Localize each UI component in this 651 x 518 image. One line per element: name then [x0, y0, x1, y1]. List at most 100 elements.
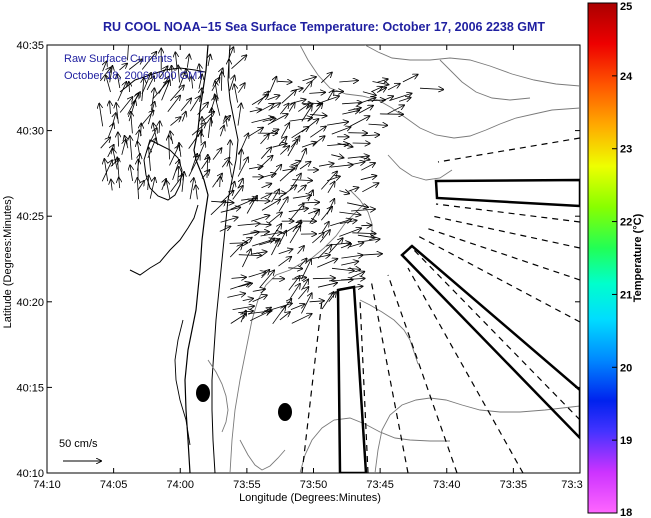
current-vector [280, 146, 289, 155]
current-vector [319, 230, 330, 243]
current-vector [297, 246, 305, 254]
current-vector [260, 194, 271, 199]
current-vector [258, 104, 274, 113]
current-vector [279, 104, 288, 115]
current-vector [321, 292, 334, 310]
y-tick-label: 40:35 [16, 40, 44, 52]
current-vector [242, 232, 259, 235]
current-vector [347, 162, 365, 166]
current-vector [301, 142, 316, 148]
current-vector [278, 197, 288, 212]
current-vector [357, 235, 375, 238]
x-tick-label: 74:00 [166, 479, 194, 491]
colorbar-tick-label: 19 [620, 435, 632, 447]
current-vector [321, 73, 332, 84]
current-vector [107, 124, 113, 138]
current-vector [272, 144, 287, 148]
current-vector [419, 88, 443, 89]
current-vector [182, 112, 185, 122]
y-tick-label: 40:20 [16, 297, 44, 309]
current-vector [299, 162, 311, 170]
current-vector [287, 136, 300, 157]
current-vector [178, 66, 179, 83]
current-vector [291, 314, 312, 324]
current-vector [117, 82, 127, 102]
current-vector [249, 109, 261, 112]
current-vector [208, 118, 210, 138]
y-tick-label: 40:10 [16, 468, 44, 480]
current-vector [158, 66, 167, 79]
current-vector [259, 224, 271, 225]
current-vector [348, 108, 361, 111]
current-vector [141, 52, 156, 70]
current-vector [210, 201, 226, 216]
current-vector [221, 72, 222, 91]
current-vector [215, 95, 221, 116]
current-vector [197, 103, 208, 115]
current-vector [242, 238, 251, 245]
current-vector [104, 159, 107, 182]
current-vector [161, 81, 170, 101]
current-vector [220, 177, 221, 188]
current-vector [327, 90, 334, 101]
current-vector [237, 83, 245, 93]
current-vector [302, 82, 312, 94]
current-vector [207, 155, 208, 178]
current-vector [119, 97, 132, 113]
current-vector [360, 254, 381, 255]
x-tick-label: 73:55 [233, 479, 261, 491]
current-vector [361, 135, 380, 136]
current-vector [118, 133, 119, 147]
current-vector [232, 186, 243, 200]
current-vector [247, 128, 263, 137]
current-vector [201, 170, 209, 179]
current-vector [242, 249, 251, 268]
current-vector [320, 207, 332, 221]
current-vector [240, 311, 246, 323]
current-vector [321, 172, 337, 190]
current-vector [117, 74, 120, 89]
current-vector [277, 81, 292, 82]
current-vector [232, 306, 254, 310]
station-marker-2 [278, 403, 292, 421]
current-vector [220, 217, 238, 223]
current-vector [309, 210, 319, 224]
current-vector [121, 140, 126, 155]
current-vector [272, 306, 286, 325]
current-vector [289, 284, 300, 300]
colorbar-tick-label: 23 [620, 144, 632, 156]
current-vector [110, 101, 111, 114]
current-vector [268, 212, 282, 224]
current-vector [137, 181, 144, 191]
current-vector [137, 178, 138, 200]
current-vector [269, 77, 277, 93]
colorbar-tick-label: 20 [620, 362, 632, 374]
current-vector [376, 88, 386, 93]
current-vector [278, 185, 296, 199]
current-vector [359, 157, 370, 160]
current-vector [328, 238, 343, 254]
colorbar-tick-label: 24 [620, 71, 633, 83]
current-vector [271, 190, 280, 203]
current-vector [170, 175, 184, 193]
current-vector [279, 312, 290, 321]
current-vector [130, 136, 132, 160]
surface-current-vectors [99, 45, 443, 325]
current-vector [248, 272, 266, 278]
current-vector [339, 81, 358, 83]
scale-label: 50 cm/s [59, 438, 98, 450]
current-vector [252, 289, 265, 291]
current-vector [327, 144, 348, 146]
x-tick-label: 73:3 [561, 479, 582, 491]
current-vector [351, 209, 375, 211]
current-vector [246, 196, 257, 214]
current-vector [131, 112, 133, 134]
current-vector [299, 259, 307, 267]
colorbar-label: Temperature (°C) [632, 213, 644, 302]
bay-shoreline [129, 204, 199, 276]
current-vector [321, 222, 329, 233]
current-vector [146, 76, 154, 91]
current-vector [180, 99, 191, 112]
current-vector [212, 148, 222, 160]
current-vector [149, 148, 151, 171]
